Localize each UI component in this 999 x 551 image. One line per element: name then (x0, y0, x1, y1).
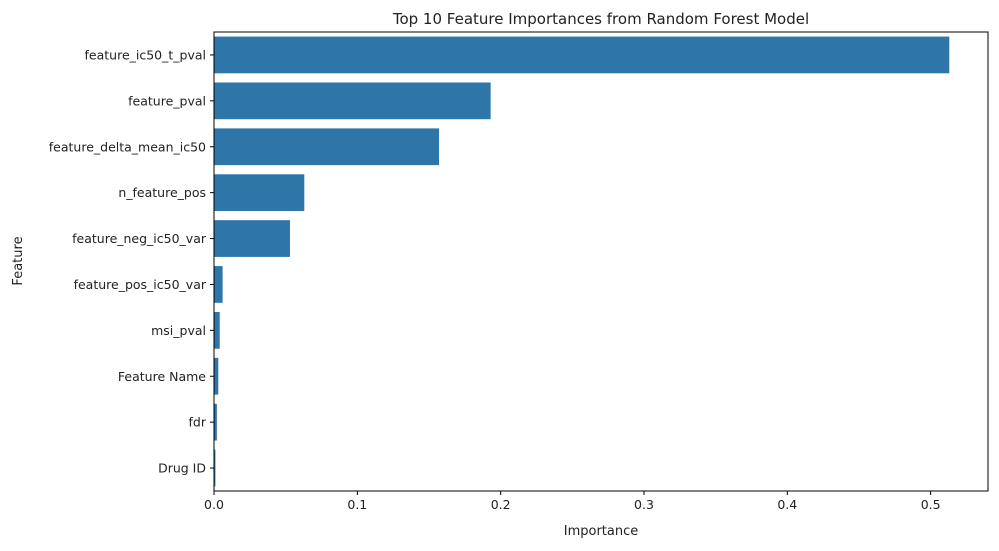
y-tick-label: feature_neg_ic50_var (72, 231, 207, 246)
x-tick-label: 0.1 (347, 497, 367, 512)
bars-layer (214, 36, 950, 487)
x-tick-label: 0.4 (777, 497, 797, 512)
y-tick-label: feature_pos_ic50_var (74, 277, 207, 292)
bar-feature-neg-ic50-var (214, 220, 290, 257)
x-tick-label: 0.0 (204, 497, 224, 512)
chart-title: Top 10 Feature Importances from Random F… (392, 10, 809, 28)
x-axis: 0.0 0.1 0.2 0.3 0.4 0.5 (204, 491, 941, 512)
y-tick-label: feature_delta_mean_ic50 (49, 139, 206, 154)
y-tick-label: fdr (189, 415, 207, 430)
y-tick-label: Feature Name (118, 369, 206, 384)
bar-feature-pval (214, 82, 491, 120)
y-tick-label: Drug ID (158, 461, 206, 476)
bar-drug-id (214, 449, 216, 487)
bar-feature-name (214, 357, 219, 395)
y-axis-label: Feature (11, 236, 26, 285)
y-tick-label: feature_pval (128, 93, 206, 108)
bar-feature-delta-mean-ic50 (214, 128, 440, 166)
y-tick-label: feature_ic50_t_pval (85, 47, 207, 62)
plot-frame (213, 31, 989, 492)
bar-msi-pval (214, 311, 220, 349)
x-tick-label: 0.2 (491, 497, 511, 512)
bar-feature-ic50-t-pval (214, 36, 950, 74)
x-tick-label: 0.3 (634, 497, 654, 512)
y-tick-label: msi_pval (151, 323, 206, 338)
bar-n-feature-pos (214, 174, 305, 212)
bar-fdr (214, 403, 217, 441)
bar-feature-pos-ic50-var (214, 266, 223, 303)
x-axis-label: Importance (564, 524, 639, 539)
y-axis: feature_ic50_t_pval feature_pval feature_d… (49, 47, 214, 476)
y-tick-label: n_feature_pos (118, 185, 206, 200)
x-tick-label: 0.5 (921, 497, 941, 512)
